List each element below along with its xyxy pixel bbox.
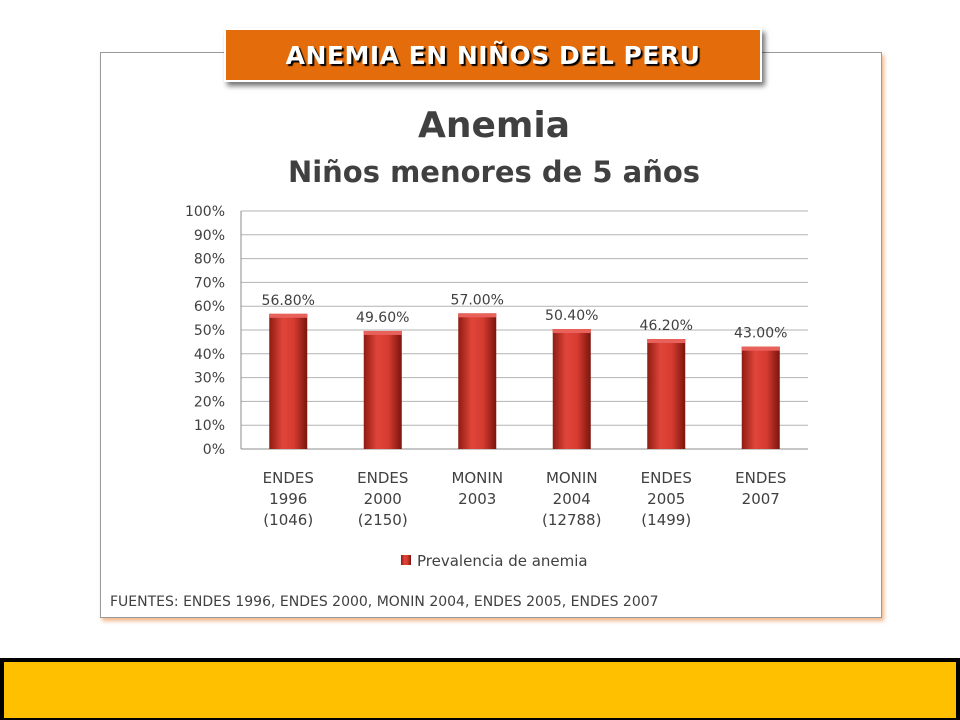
bar <box>269 313 308 449</box>
x-tick-label: 2004 <box>553 490 591 508</box>
y-tick-label: 80% <box>194 252 225 268</box>
data-label: 57.00% <box>451 292 504 308</box>
chart-source-note: FUENTES: ENDES 1996, ENDES 2000, MONIN 2… <box>110 594 659 610</box>
bar-top-highlight <box>269 313 308 318</box>
y-tick-label: 90% <box>194 228 225 244</box>
footer-bar <box>0 658 960 720</box>
bar <box>458 313 497 449</box>
y-tick-label: 100% <box>185 204 225 220</box>
y-tick-label: 40% <box>194 347 225 363</box>
bar-top-highlight <box>363 330 402 335</box>
y-tick-label: 60% <box>194 299 225 315</box>
data-label: 56.80% <box>262 293 315 309</box>
y-tick-label: 10% <box>194 418 225 434</box>
bar-top-highlight <box>458 313 497 318</box>
x-tick-label: (12788) <box>542 511 601 529</box>
x-tick-label: (2150) <box>358 511 408 529</box>
chart-subtitle: Niños menores de 5 años <box>288 155 700 189</box>
x-tick-label: ENDES <box>357 469 408 487</box>
y-tick-label: 20% <box>194 394 225 410</box>
x-tick-label: 1996 <box>269 490 307 508</box>
banner-title: ANEMIA EN NIÑOS DEL PERU <box>285 40 701 70</box>
bar-top-highlight <box>647 339 686 344</box>
bar <box>552 329 591 449</box>
x-tick-label: MONIN <box>451 469 503 487</box>
bar <box>741 346 780 449</box>
x-tick-label: 2000 <box>364 490 402 508</box>
y-tick-label: 30% <box>194 371 225 387</box>
data-label: 43.00% <box>734 326 787 342</box>
data-label: 49.60% <box>356 310 409 326</box>
legend-label: Prevalencia de anemia <box>417 552 588 570</box>
x-tick-label: ENDES <box>735 469 786 487</box>
x-tick-label: 2005 <box>647 490 685 508</box>
x-tick-label: 2003 <box>458 490 496 508</box>
y-tick-label: 50% <box>194 323 225 339</box>
chart-title: Anemia <box>418 105 570 146</box>
x-tick-label: 2007 <box>742 490 780 508</box>
data-label: 50.40% <box>545 308 598 324</box>
footer-panel <box>4 662 956 718</box>
x-tick-label: MONIN <box>546 469 598 487</box>
y-tick-label: 0% <box>203 442 225 458</box>
y-tick-label: 70% <box>194 275 225 291</box>
legend-swatch <box>401 555 411 565</box>
bar <box>647 339 686 449</box>
title-banner: ANEMIA EN NIÑOS DEL PERU <box>224 28 762 82</box>
bar-top-highlight <box>741 346 780 351</box>
x-tick-label: (1046) <box>263 511 313 529</box>
x-tick-label: (1499) <box>641 511 691 529</box>
data-label: 46.20% <box>640 318 693 334</box>
x-tick-label: ENDES <box>641 469 692 487</box>
x-tick-label: ENDES <box>263 469 314 487</box>
bar-top-highlight <box>552 329 591 334</box>
bar <box>363 330 402 449</box>
